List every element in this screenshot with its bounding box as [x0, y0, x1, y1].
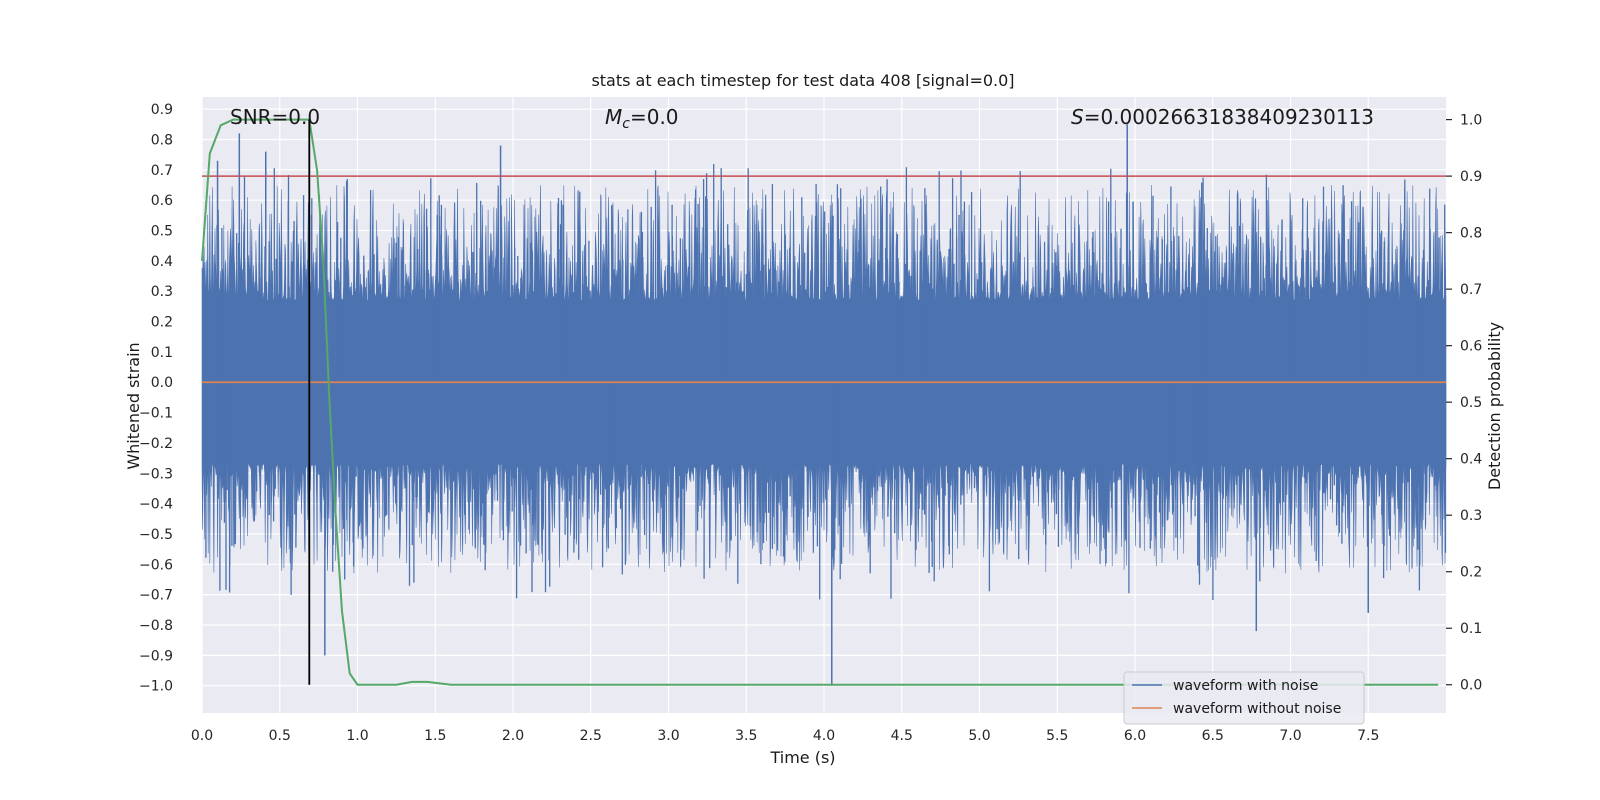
x-tick-label: 0.0 — [191, 728, 213, 744]
y-tick-label: −0.2 — [139, 436, 173, 452]
y-tick-label: −1.0 — [139, 679, 173, 695]
x-tick-label: 1.5 — [424, 728, 446, 744]
y-tick-label: −0.8 — [139, 618, 173, 634]
x-axis-ticks: 0.0 0.5 1.0 1.5 2.0 2.5 3.0 3.5 4.0 4.5 5.0 5.5 6.0 6… — [191, 728, 1380, 744]
x-tick-label: 2.5 — [580, 728, 602, 744]
y2-tick-label: 0.7 — [1460, 282, 1482, 298]
y2-tick-label: 0.0 — [1460, 678, 1482, 694]
x-tick-label: 7.0 — [1279, 728, 1301, 744]
y2-tick-label: 0.2 — [1460, 565, 1482, 581]
legend-box — [1123, 671, 1365, 725]
y-tick-label: −0.7 — [139, 588, 173, 604]
y-tick-label: 0.8 — [151, 132, 173, 148]
series-detection-probability — [201, 118, 1439, 686]
y-tick-label: −0.9 — [139, 648, 173, 664]
x-tick-label: 5.0 — [968, 728, 990, 744]
mc-symbol: M — [605, 105, 622, 129]
y2-tick-label: 0.3 — [1460, 508, 1482, 524]
y2-tick-label: 0.5 — [1460, 395, 1482, 411]
legend-label-clean: waveform without noise — [1173, 701, 1341, 717]
x-tick-label: 6.5 — [1202, 728, 1224, 744]
y2-axis-ticks: 1.0 0.9 0.8 0.7 0.6 0.5 0.4 0.3 0.2 0.1 0.0 — [1446, 113, 1482, 694]
y-tick-label: −0.1 — [139, 406, 173, 422]
y-tick-label: −0.6 — [139, 557, 173, 573]
y2-tick-label: 0.8 — [1460, 226, 1482, 242]
x-tick-label: 4.0 — [813, 728, 835, 744]
y-tick-label: −0.5 — [139, 527, 173, 543]
x-axis-label: Time (s) — [769, 748, 835, 767]
legend-label-noise: waveform with noise — [1173, 678, 1318, 694]
y2-axis-label: Detection probability — [1485, 322, 1504, 490]
series-waveform-with-noise — [201, 124, 1447, 686]
legend: waveform with noise waveform without noi… — [1123, 671, 1365, 725]
x-tick-label: 3.0 — [657, 728, 679, 744]
y2-tick-label: 1.0 — [1460, 113, 1482, 129]
chart-title: stats at each timestep for test data 408… — [591, 71, 1014, 90]
x-tick-label: 2.0 — [502, 728, 524, 744]
x-tick-label: 4.5 — [891, 728, 913, 744]
x-tick-label: 0.5 — [269, 728, 291, 744]
s-value: =0.0002663183840923011​3 — [1084, 105, 1374, 129]
s-annotation: S=0.0002663183840923011​3 — [1071, 105, 1374, 129]
snr-annotation: SNR=0.0 — [230, 105, 320, 129]
y-tick-label: 0.0 — [151, 375, 173, 391]
y-tick-label: 0.4 — [151, 254, 173, 270]
y-tick-label: 0.3 — [151, 284, 173, 300]
s-symbol: S — [1071, 105, 1084, 129]
y-tick-label: 0.1 — [151, 345, 173, 361]
y-tick-label: −0.4 — [139, 497, 173, 513]
y-tick-label: 0.2 — [151, 315, 173, 331]
mc-value: =0.0 — [630, 105, 679, 129]
y-tick-label: 0.9 — [151, 102, 173, 118]
y-tick-label: 0.5 — [151, 224, 173, 240]
y-axis-label: Whitened strain — [124, 342, 143, 469]
x-tick-label: 7.5 — [1357, 728, 1379, 744]
mc-subscript: c — [622, 116, 630, 132]
y2-tick-label: 0.6 — [1460, 339, 1482, 355]
y2-tick-label: 0.1 — [1460, 621, 1482, 637]
y-tick-label: −0.3 — [139, 466, 173, 482]
mc-annotation: Mc=0.0 — [605, 105, 679, 132]
x-tick-label: 1.0 — [346, 728, 368, 744]
y2-tick-label: 0.9 — [1460, 169, 1482, 185]
y2-tick-label: 0.4 — [1460, 452, 1482, 468]
y-tick-label: 0.6 — [151, 193, 173, 209]
x-tick-label: 3.5 — [735, 728, 757, 744]
y-tick-label: 0.7 — [151, 163, 173, 179]
x-tick-label: 6.0 — [1124, 728, 1146, 744]
x-tick-label: 5.5 — [1046, 728, 1068, 744]
y-axis-ticks: 0.9 0.8 0.7 0.6 0.5 0.4 0.3 0.2 0.1 0.0 −0.1 −0.2 −0… — [139, 102, 173, 695]
